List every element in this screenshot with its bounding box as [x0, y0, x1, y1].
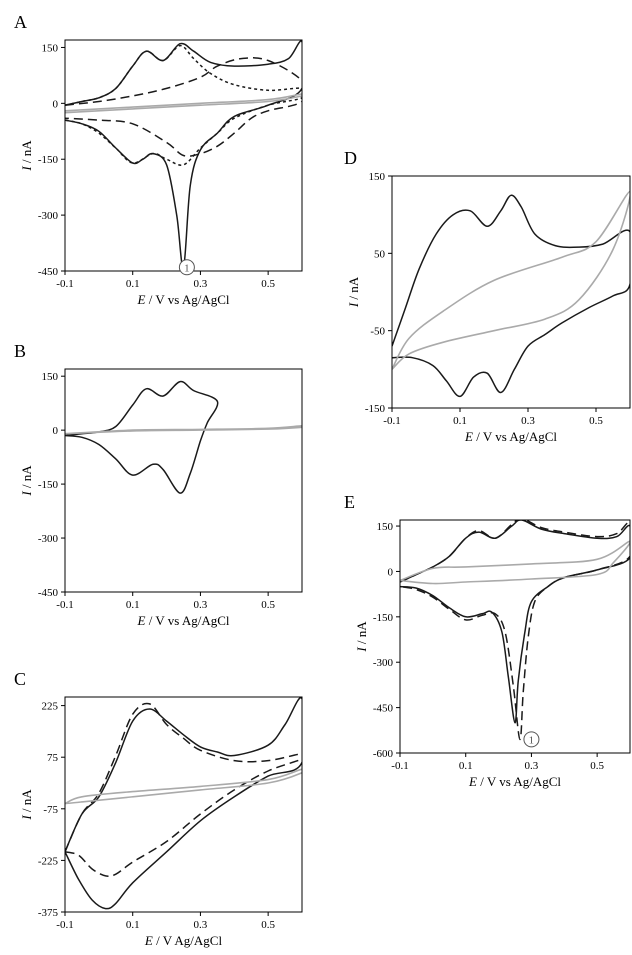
x-tick-label-b: 0.5: [261, 599, 275, 611]
series-group-c: [65, 697, 302, 910]
plot-frame-b: [64, 368, 303, 593]
series-line-d-2: [392, 190, 630, 370]
series-line-d-1: [392, 194, 630, 398]
annotation-circle-a: [178, 259, 195, 276]
panel-label-e: E: [344, 492, 355, 512]
y-tick-label-a: 0: [53, 98, 59, 110]
y-tick-label-a: -450: [38, 266, 59, 278]
x-axis-label-c: E / V Ag/AgCl: [144, 933, 223, 948]
y-axis-label-a: I / nA: [19, 140, 34, 172]
y-tick-label-d: 50: [374, 248, 386, 260]
x-tick-label-a: 0.5: [261, 278, 275, 290]
series-group-a: [65, 40, 302, 269]
x-tick-label-c: 0.1: [126, 919, 140, 931]
x-tick-label-e: 0.5: [590, 760, 604, 772]
series-line-a-3: [65, 44, 302, 166]
series-group-e: [400, 520, 630, 741]
plot-frame-e: [399, 519, 631, 754]
panel-label-b: B: [14, 341, 26, 361]
x-tick-label-c: 0.3: [194, 919, 208, 931]
x-tick-label-b: -0.1: [56, 599, 73, 611]
x-tick-label-d: 0.3: [521, 415, 535, 427]
y-tick-label-e: 150: [377, 521, 394, 533]
x-tick-label-a: 0.1: [126, 278, 140, 290]
y-axis-label-d: I / nA: [346, 276, 361, 308]
x-tick-label-a: -0.1: [56, 278, 73, 290]
y-tick-label-e: -600: [373, 748, 394, 760]
x-axis-label-d: E / V vs Ag/AgCl: [464, 429, 557, 444]
y-axis-label-c: I / nA: [19, 789, 34, 821]
plot-frame-c: [64, 696, 303, 913]
x-tick-label-d: -0.1: [383, 415, 400, 427]
panel-label-d: D: [344, 148, 357, 168]
x-tick-label-c: 0.5: [261, 919, 275, 931]
panel-e: E 150 0 -150 -300 -450 -600-0.1 0.1 0.3 0.5 E / V …: [344, 492, 631, 789]
y-tick-label-a: -150: [38, 154, 59, 166]
panel-d: D 150 50 -50 -150-0.1 0.1 0.3 0.5 E / V vs Ag/Ag…: [344, 148, 631, 444]
x-tick-label-e: -0.1: [391, 760, 408, 772]
y-tick-label-d: 150: [369, 171, 386, 183]
x-tick-label-d: 0.1: [453, 415, 467, 427]
y-tick-label-d: -50: [370, 326, 385, 338]
x-tick-label-a: 0.3: [194, 278, 208, 290]
series-line-e-1: [400, 520, 630, 724]
y-tick-label-c: -375: [38, 907, 59, 919]
x-tick-label-d: 0.5: [589, 415, 603, 427]
y-axis-label-b: I / nA: [19, 465, 34, 497]
y-tick-label-b: -450: [38, 587, 59, 599]
series-line-a-4: [65, 93, 302, 114]
series-group-d: [392, 190, 630, 398]
series-line-e-3: [400, 540, 630, 585]
series-line-b-2: [65, 424, 302, 435]
series-line-c-2: [65, 702, 302, 878]
panel-label-a: A: [14, 12, 27, 32]
panel-c: C 225 75 -75 -225 -375-0.1 0.1 0.3 0.5 E / V Ag/A…: [14, 669, 303, 948]
panel-label-c: C: [14, 669, 26, 689]
y-tick-label-e: 0: [388, 566, 394, 578]
y-tick-label-e: -150: [373, 612, 394, 624]
series-line-c-1: [65, 697, 302, 910]
y-tick-label-a: 150: [42, 42, 59, 54]
y-tick-label-c: 75: [47, 752, 59, 764]
series-line-a-1: [65, 40, 302, 269]
series-line-e-2: [400, 520, 630, 741]
annotation-circle-e: [523, 731, 540, 748]
x-tick-label-c: -0.1: [56, 919, 73, 931]
x-tick-label-b: 0.3: [194, 599, 208, 611]
x-tick-label-e: 0.1: [459, 760, 473, 772]
y-tick-label-a: -300: [38, 210, 59, 222]
series-line-b-1: [65, 380, 219, 494]
y-axis-label-e: I / nA: [354, 621, 369, 653]
x-axis-label-a: E / V vs Ag/AgCl: [137, 292, 230, 307]
y-tick-label-c: -75: [43, 804, 58, 816]
panel-b: B 150 0 -150 -300 -450-0.1 0.1 0.3 0.5 E / V vs A…: [14, 341, 303, 628]
annotation-label-a: 1: [184, 262, 190, 274]
y-tick-label-b: 150: [42, 371, 59, 383]
x-tick-label-b: 0.1: [126, 599, 140, 611]
y-tick-label-c: -225: [38, 855, 59, 867]
plot-frame-d: [391, 175, 631, 409]
x-tick-label-e: 0.3: [525, 760, 539, 772]
annotation-label-e: 1: [529, 734, 535, 746]
x-axis-label-b: E / V vs Ag/AgCl: [137, 613, 230, 628]
series-line-a-2: [65, 57, 302, 157]
panel-a: A 150 0 -150 -300 -450-0.1 0.1 0.3 0.5 E / V vs A…: [14, 12, 303, 307]
series-line-c-3: [65, 768, 302, 805]
y-tick-label-c: 225: [42, 701, 59, 713]
y-tick-label-e: -450: [373, 703, 394, 715]
y-tick-label-e: -300: [373, 657, 394, 669]
series-group-b: [65, 380, 302, 494]
y-tick-label-d: -150: [365, 403, 386, 415]
y-tick-label-b: -150: [38, 479, 59, 491]
y-tick-label-b: -300: [38, 533, 59, 545]
x-axis-label-e: E / V vs Ag/AgCl: [468, 774, 561, 789]
y-tick-label-b: 0: [53, 425, 59, 437]
